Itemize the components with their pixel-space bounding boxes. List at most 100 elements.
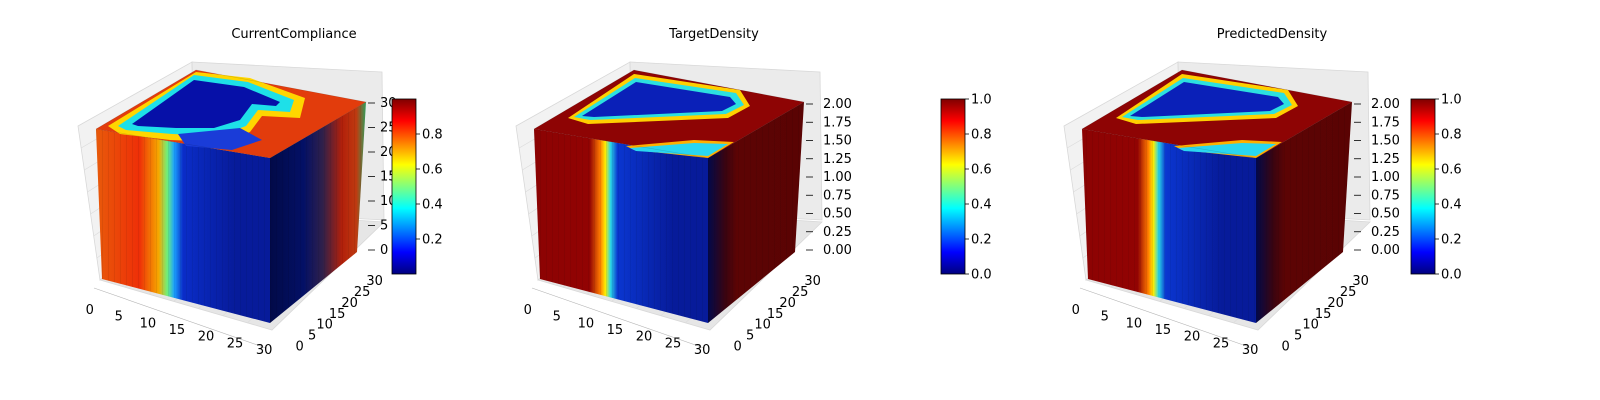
colorbar-tick-label: 0.2 bbox=[971, 233, 992, 248]
voxel-grid bbox=[270, 102, 366, 323]
z-tick-label: 2.00 bbox=[823, 97, 852, 112]
subplot-3: 0 5 10 15 20 25 30 0510152025300.000.250.500.75… bbox=[1063, 27, 1462, 358]
y-tick-label: 5 bbox=[308, 329, 316, 344]
colorbar-tick-label: 0.2 bbox=[422, 233, 443, 248]
x-tick-label: 10 bbox=[578, 316, 595, 331]
colorbar-tick-label: 1.0 bbox=[1441, 93, 1462, 108]
x-axis-line bbox=[1079, 287, 1253, 349]
top-void bbox=[1130, 82, 1284, 117]
colorbar-tick-label: 0.2 bbox=[1441, 233, 1462, 248]
colorbar-tick-label: 0.4 bbox=[422, 198, 443, 213]
z-tick-label: 0.00 bbox=[823, 243, 852, 258]
y-tick-label: 0 bbox=[733, 340, 741, 355]
x-axis-line bbox=[93, 287, 267, 349]
subplot-1: 0 5 10 15 20 25 30 051015202530051015202530Curr… bbox=[77, 27, 443, 358]
y-tick-label: 0 bbox=[1281, 340, 1289, 355]
x-tick-label: 0 bbox=[524, 303, 532, 318]
cube-edge bbox=[95, 69, 367, 159]
subplot-title: CurrentCompliance bbox=[231, 27, 356, 42]
x-tick-label: 10 bbox=[140, 316, 157, 331]
colorbar-tick-label: 0.8 bbox=[1441, 128, 1462, 143]
x-tick-label: 25 bbox=[1213, 336, 1230, 351]
subplot-title: PredictedDensity bbox=[1217, 27, 1328, 42]
top-void bbox=[178, 128, 262, 150]
subplot-2: 0 5 10 15 20 25 30 0510152025300.000.250.500.75… bbox=[515, 27, 992, 358]
y-tick-label: 30 bbox=[1352, 274, 1369, 289]
y-tick-label: 30 bbox=[804, 274, 821, 289]
top-void bbox=[132, 80, 280, 128]
cube-edge bbox=[1081, 69, 1353, 159]
y-tick-label: 0 bbox=[295, 340, 303, 355]
voxel-grid bbox=[1082, 129, 1256, 323]
x-tick-label: 15 bbox=[607, 323, 624, 338]
y-tick-label: 25 bbox=[354, 285, 371, 300]
z-tick-label: 0.75 bbox=[1371, 188, 1400, 203]
x-tick-label: 0 bbox=[1072, 303, 1080, 318]
colorbar-tick-label: 0.0 bbox=[1441, 268, 1462, 283]
y-tick-label: 15 bbox=[767, 307, 784, 322]
z-tick-label: 1.50 bbox=[823, 134, 852, 149]
voxel-grid bbox=[534, 129, 708, 323]
x-tick-label: 30 bbox=[694, 343, 711, 358]
colorbar-tick-label: 0.6 bbox=[422, 163, 443, 178]
top-rim-cyan bbox=[1178, 143, 1276, 156]
top-rim-cyan bbox=[630, 143, 728, 156]
z-tick-label: 0.25 bbox=[1371, 225, 1400, 240]
x-tick-label: 5 bbox=[1101, 310, 1109, 325]
colorbar bbox=[391, 98, 417, 275]
z-tick-label: 2.00 bbox=[1371, 97, 1400, 112]
y-tick-label: 10 bbox=[1302, 318, 1319, 333]
z-tick-label: 1.75 bbox=[1371, 115, 1400, 130]
x-tick-label: 25 bbox=[227, 336, 244, 351]
y-tick-label: 20 bbox=[779, 296, 796, 311]
z-tick-label: 1.25 bbox=[823, 152, 852, 167]
subplot-title: TargetDensity bbox=[668, 27, 759, 42]
y-tick-label: 20 bbox=[1327, 296, 1344, 311]
voxel-grid bbox=[96, 129, 270, 323]
x-tick-label: 20 bbox=[198, 330, 215, 345]
x-tick-label: 5 bbox=[115, 310, 123, 325]
x-tick-label: 15 bbox=[1155, 323, 1172, 338]
colorbar-tick-label: 0.4 bbox=[1441, 198, 1462, 213]
z-tick-label: 1.75 bbox=[823, 115, 852, 130]
y-tick-label: 10 bbox=[754, 318, 771, 333]
x-tick-label: 10 bbox=[1126, 316, 1143, 331]
z-tick-label: 0.00 bbox=[1371, 243, 1400, 258]
colorbar bbox=[940, 98, 966, 275]
x-tick-label: 20 bbox=[636, 330, 653, 345]
cube-edge bbox=[533, 69, 805, 159]
colorbar-tick-label: 0.8 bbox=[422, 128, 443, 143]
z-tick-label: 0 bbox=[380, 243, 388, 258]
z-tick-label: 0.25 bbox=[823, 225, 852, 240]
colorbar-tick-label: 0.6 bbox=[1441, 163, 1462, 178]
z-tick-label: 1.00 bbox=[1371, 170, 1400, 185]
y-tick-label: 5 bbox=[1294, 329, 1302, 344]
z-tick-label: 0.50 bbox=[823, 207, 852, 222]
z-tick-label: 1.00 bbox=[823, 170, 852, 185]
voxel-grid bbox=[708, 102, 804, 323]
x-tick-label: 30 bbox=[1242, 343, 1259, 358]
x-tick-label: 25 bbox=[665, 336, 682, 351]
y-tick-label: 20 bbox=[341, 296, 358, 311]
y-tick-label: 15 bbox=[329, 307, 346, 322]
z-tick-label: 5 bbox=[380, 219, 388, 234]
colorbar-tick-label: 1.0 bbox=[971, 93, 992, 108]
colorbar-tick-label: 0.8 bbox=[971, 128, 992, 143]
z-tick-label: 0.75 bbox=[823, 188, 852, 203]
top-void bbox=[582, 82, 736, 117]
x-tick-label: 15 bbox=[169, 323, 186, 338]
z-tick-label: 0.50 bbox=[1371, 207, 1400, 222]
voxel-grid bbox=[1256, 102, 1352, 323]
colorbar bbox=[1410, 98, 1436, 275]
x-tick-label: 5 bbox=[553, 310, 561, 325]
x-tick-label: 0 bbox=[86, 303, 94, 318]
colorbar-tick-label: 0.0 bbox=[971, 268, 992, 283]
y-tick-label: 25 bbox=[1340, 285, 1357, 300]
y-tick-label: 5 bbox=[746, 329, 754, 344]
z-tick-label: 1.50 bbox=[1371, 134, 1400, 149]
y-tick-label: 15 bbox=[1315, 307, 1332, 322]
y-tick-label: 25 bbox=[792, 285, 809, 300]
colorbar-tick-label: 0.6 bbox=[971, 163, 992, 178]
x-tick-label: 30 bbox=[256, 343, 273, 358]
